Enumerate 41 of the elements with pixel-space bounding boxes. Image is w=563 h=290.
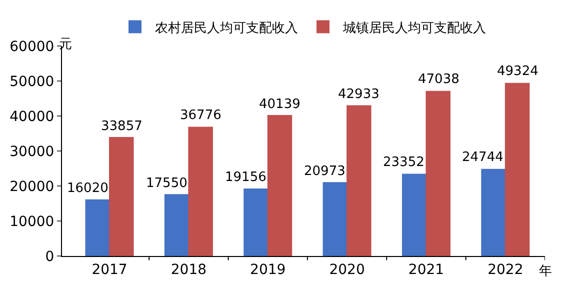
- y-tick-label: 50000: [10, 74, 54, 90]
- legend-label: 农村居民人均可支配收入: [155, 20, 298, 36]
- bar: [188, 126, 213, 256]
- y-axis-title: 元: [59, 37, 72, 52]
- x-tick-label: 2021: [408, 262, 444, 278]
- data-label: 40139: [259, 97, 300, 112]
- data-label: 24744: [462, 150, 504, 165]
- legend-label: 城镇居民人均可支配收入: [342, 20, 486, 36]
- bar: [504, 82, 530, 256]
- bar: [85, 199, 110, 256]
- data-label: 16020: [67, 181, 108, 196]
- y-tick-label: 60000: [10, 38, 54, 55]
- data-label: 49324: [497, 64, 538, 79]
- bar: [322, 182, 348, 256]
- y-tick-label: 20000: [10, 178, 54, 195]
- x-tick-label: 2020: [329, 262, 365, 278]
- y-tick-label: 10000: [10, 214, 54, 230]
- x-axis-title: 年: [539, 264, 552, 279]
- data-label: 36776: [180, 108, 222, 123]
- x-tick-label: 2018: [170, 262, 207, 278]
- y-tick-label: 40000: [10, 108, 54, 125]
- bar: [267, 115, 292, 256]
- data-label: 33857: [101, 119, 142, 134]
- bar: [109, 137, 134, 256]
- data-label: 19156: [225, 170, 266, 185]
- x-tick-label: 2022: [488, 262, 524, 278]
- data-label: 42933: [338, 87, 380, 102]
- bar: [426, 90, 450, 256]
- bar: [402, 174, 427, 256]
- x-tick-label: 2017: [92, 262, 128, 278]
- data-label: 17550: [146, 176, 188, 191]
- bar: [244, 188, 268, 256]
- bar: [164, 194, 190, 256]
- y-tick-label: 30000: [10, 144, 54, 160]
- data-label: 47038: [418, 72, 460, 87]
- data-label: 23352: [383, 155, 424, 170]
- data-label: 20973: [304, 164, 346, 179]
- bar: [346, 105, 372, 256]
- x-tick-label: 2019: [250, 262, 286, 278]
- bar: [481, 168, 506, 256]
- y-tick-label: 0: [45, 248, 54, 265]
